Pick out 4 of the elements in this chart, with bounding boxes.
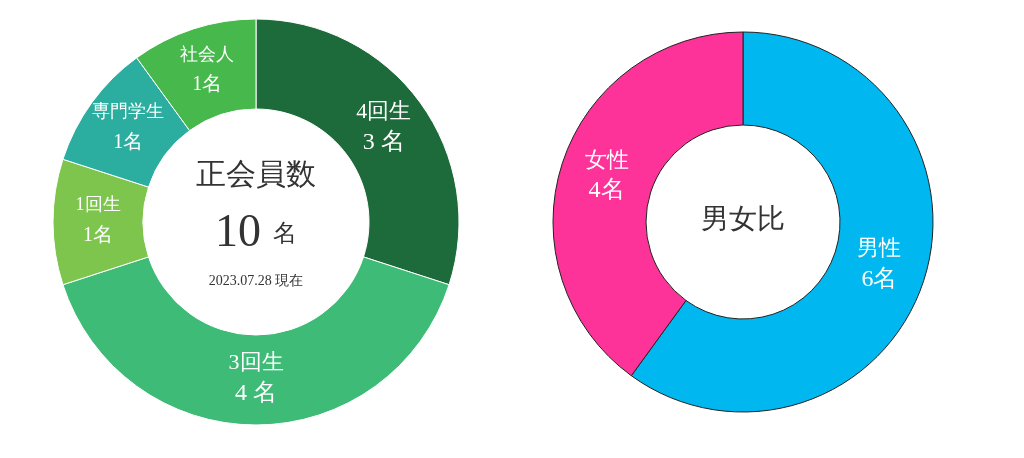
annotation: 2023.07.28 現在 xyxy=(208,273,304,289)
title: 正会員数 xyxy=(196,156,316,190)
title: 男女比 xyxy=(701,203,785,235)
annotation: 10 名 xyxy=(215,204,297,256)
